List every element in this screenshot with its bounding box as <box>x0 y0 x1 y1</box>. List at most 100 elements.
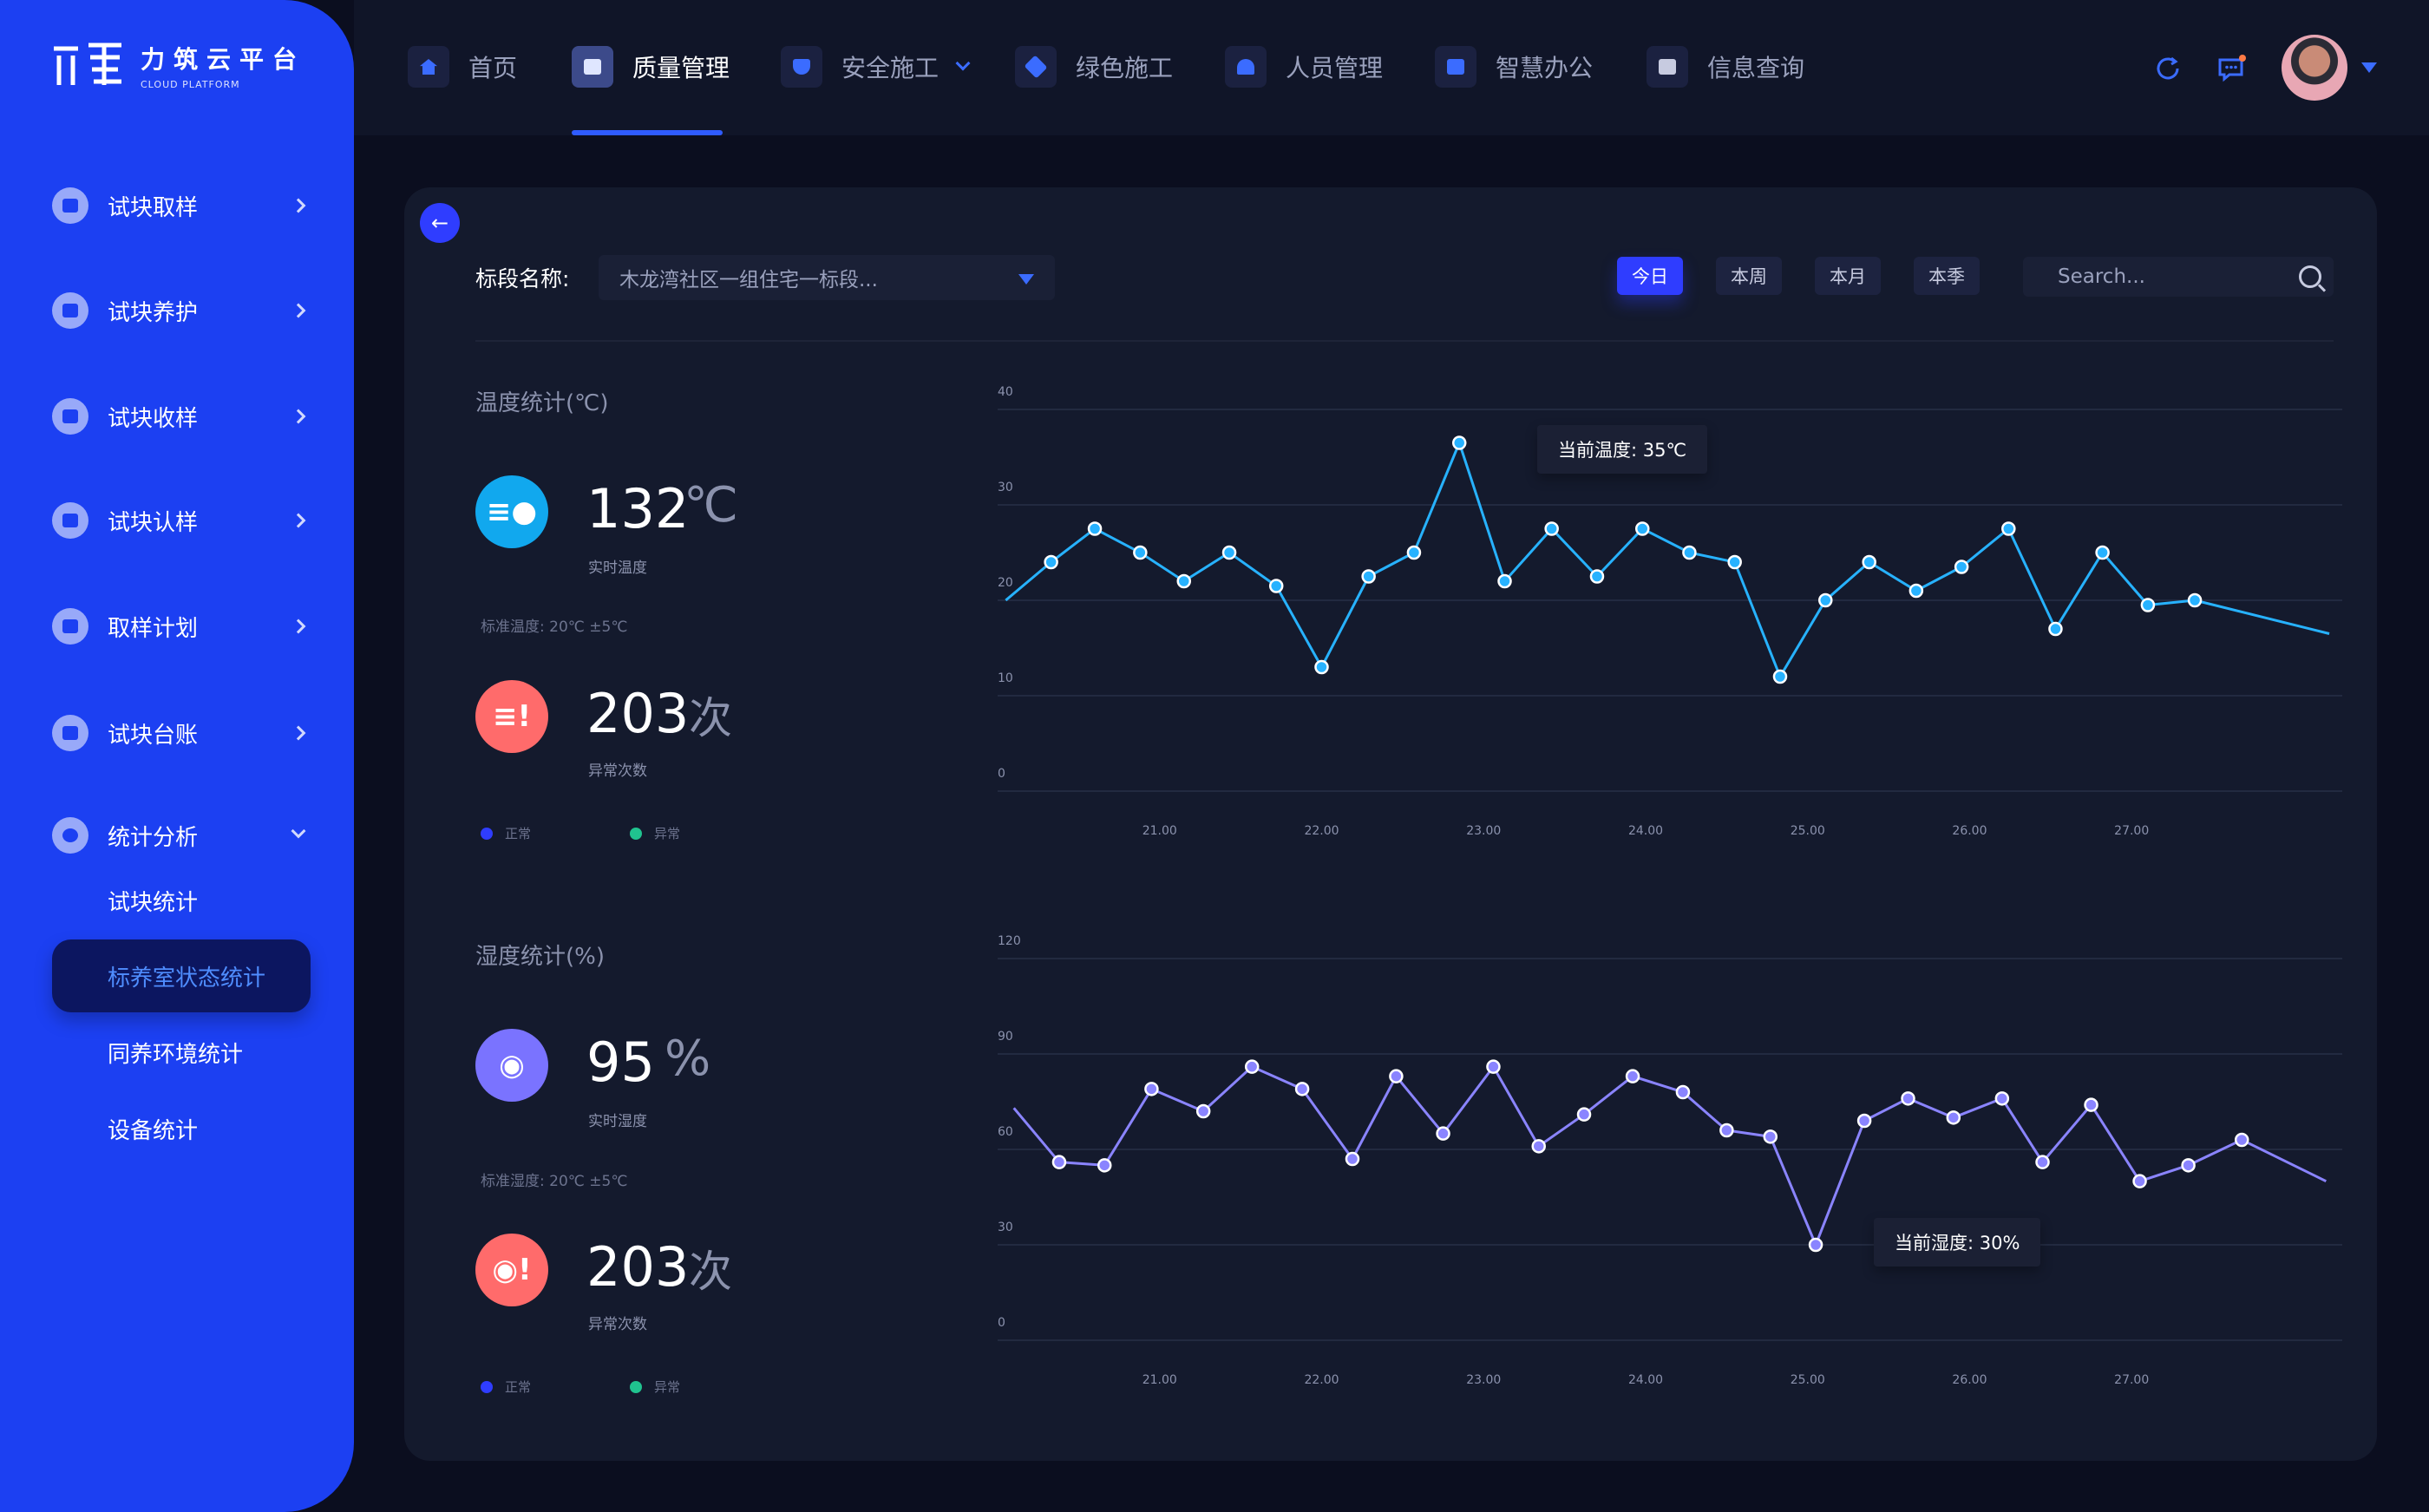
humidity-data-point <box>1486 1059 1501 1074</box>
temperature-tooltip: 当前温度: 35℃ <box>1537 425 1708 474</box>
temperature-y-tick-label: 30 <box>998 481 1013 494</box>
tab-label: 人员管理 <box>1286 54 1384 82</box>
arrow-left-icon: ← <box>430 211 449 235</box>
temperature-y-tick-label: 40 <box>998 385 1013 399</box>
humidity-x-tick-label: 21.00 <box>1142 1373 1177 1387</box>
sidebar-item-confirm[interactable]: 试块认样 <box>52 499 306 542</box>
sidebar-item-label: 试块收样 <box>108 405 199 432</box>
temperature-data-point <box>1221 545 1237 560</box>
sidebar-item-label: 试块认样 <box>108 509 199 536</box>
humidity-data-point <box>1901 1091 1915 1106</box>
logo-subtitle: CLOUD PLATFORM <box>141 78 240 90</box>
humidity-abnormal-caption: 异常次数 <box>588 1316 647 1333</box>
logo-title: 力筑云平台 <box>141 44 306 74</box>
humidity-data-point <box>2181 1158 2196 1173</box>
curing-icon <box>52 292 88 329</box>
humidity-standard: 标准湿度: 20℃ ±5℃ <box>481 1173 628 1190</box>
sidebar-subitem-curing-room-stats[interactable]: 标养室状态统计 <box>52 939 311 1012</box>
top-nav-bar <box>354 0 2429 135</box>
sidebar-item-receiving[interactable]: 试块收样 <box>52 395 306 438</box>
temperature-data-point <box>1497 573 1512 589</box>
humidity-data-point <box>1244 1059 1260 1074</box>
temperature-data-point <box>2048 621 2063 637</box>
humidity-section-title: 湿度统计(%) <box>475 944 605 970</box>
humidity-data-point <box>1675 1084 1691 1100</box>
sidebar-item-plan[interactable]: 取样计划 <box>52 605 306 648</box>
message-icon[interactable] <box>2217 54 2247 83</box>
tab-office[interactable]: 智慧办公 <box>1435 45 1593 88</box>
chevron-down-icon[interactable] <box>2361 62 2377 73</box>
humidity-data-point <box>1531 1139 1546 1154</box>
tab-green[interactable]: 绿色施工 <box>1015 45 1173 88</box>
logo-mark-icon <box>54 43 121 85</box>
temperature-data-point <box>1908 583 1924 599</box>
laptop-icon <box>1435 46 1476 88</box>
temperature-chart: 0 10 20 30 40 21.00 22.00 23.00 24.00 25.00 26.00 2… <box>998 385 2342 838</box>
tab-label: 智慧办公 <box>1496 54 1594 82</box>
logo[interactable]: 力筑云平台 CLOUD PLATFORM <box>50 40 305 90</box>
back-button[interactable]: ← <box>420 203 460 243</box>
tab-quality[interactable]: 质量管理 <box>572 45 730 88</box>
temperature-x-tick-label: 23.00 <box>1466 824 1501 838</box>
legend-label: 正常 <box>505 826 532 841</box>
temperature-abnormal-caption: 异常次数 <box>588 763 647 780</box>
tab-info[interactable]: 信息查询 <box>1647 45 1804 88</box>
sidebar-subitem-environment-stats[interactable]: 同养环境统计 <box>108 1042 244 1068</box>
segment-label: 标段名称: <box>475 266 570 291</box>
tab-home[interactable]: 首页 <box>408 45 517 88</box>
sidebar-item-label: 统计分析 <box>108 824 199 851</box>
temperature-x-tick-label: 22.00 <box>1304 824 1339 838</box>
humidity-x-tick-label: 24.00 <box>1628 1373 1663 1387</box>
tab-personnel[interactable]: 人员管理 <box>1225 45 1383 88</box>
tab-label: 安全施工 <box>841 54 940 82</box>
sidebar-subitem-device-stats[interactable]: 设备统计 <box>108 1118 199 1144</box>
sidebar-item-curing[interactable]: 试块养护 <box>52 289 306 332</box>
period-week-button[interactable]: 本周 <box>1716 257 1782 295</box>
refresh-icon[interactable] <box>2153 54 2183 83</box>
temperature-data-point <box>1635 521 1650 536</box>
period-month-button[interactable]: 本月 <box>1815 257 1881 295</box>
legend-abnormal: 异常 <box>630 824 680 842</box>
legend-dot-icon <box>481 1380 493 1393</box>
ledger-icon <box>52 715 88 751</box>
temperature-data-point <box>1451 435 1467 450</box>
sidebar-item-statistics[interactable]: 统计分析 <box>52 814 306 857</box>
chevron-right-icon <box>291 725 306 741</box>
temperature-data-point <box>2140 598 2156 612</box>
segment-select[interactable]: 木龙湾社区一组住宅一标段... <box>599 255 1055 300</box>
water-drop-alert-icon: ◉! <box>475 1234 548 1306</box>
humidity-data-point <box>1946 1110 1961 1125</box>
period-quarter-button[interactable]: 本季 <box>1914 257 1980 295</box>
humidity-data-point <box>1576 1107 1592 1122</box>
box-icon <box>52 502 88 539</box>
humidity-x-tick-label: 22.00 <box>1304 1373 1339 1387</box>
active-tab-indicator <box>572 130 723 135</box>
search-icon[interactable] <box>2299 265 2321 288</box>
helmet-icon <box>1225 46 1267 88</box>
chevron-right-icon <box>291 303 306 318</box>
temperature-value: 132 <box>586 477 690 540</box>
sidebar-subitem-sample-stats[interactable]: 试块统计 <box>108 890 199 916</box>
legend-label: 异常 <box>654 826 681 841</box>
humidity-chart: 0 30 60 90 120 21.00 22.00 23.00 24.00 25.00 26.00… <box>998 934 2342 1387</box>
legend-abnormal: 异常 <box>630 1378 680 1396</box>
sidebar-item-label: 试块养护 <box>108 299 199 326</box>
legend-normal: 正常 <box>481 1378 531 1396</box>
sidebar-item-sampling[interactable]: 试块取样 <box>52 184 306 227</box>
temperature-data-point <box>1087 521 1103 536</box>
legend-dot-icon <box>481 827 493 840</box>
temperature-x-tick-label: 24.00 <box>1628 824 1663 838</box>
humidity-data-point <box>2132 1174 2147 1188</box>
temperature-x-tick-label: 27.00 <box>2114 824 2149 838</box>
search-input[interactable] <box>2023 257 2283 297</box>
humidity-y-tick-label: 0 <box>998 1316 1005 1330</box>
tab-label: 首页 <box>468 54 518 82</box>
sidebar-item-ledger[interactable]: 试块台账 <box>52 711 306 755</box>
tab-safety[interactable]: 安全施工 <box>781 45 971 88</box>
humidity-data-point <box>1294 1082 1310 1096</box>
period-today-button[interactable]: 今日 <box>1617 257 1683 295</box>
avatar[interactable] <box>2282 35 2347 101</box>
temperature-data-point <box>1862 554 1876 570</box>
temperature-data-point <box>1176 573 1192 589</box>
temperature-x-tick-label: 26.00 <box>1952 824 1987 838</box>
